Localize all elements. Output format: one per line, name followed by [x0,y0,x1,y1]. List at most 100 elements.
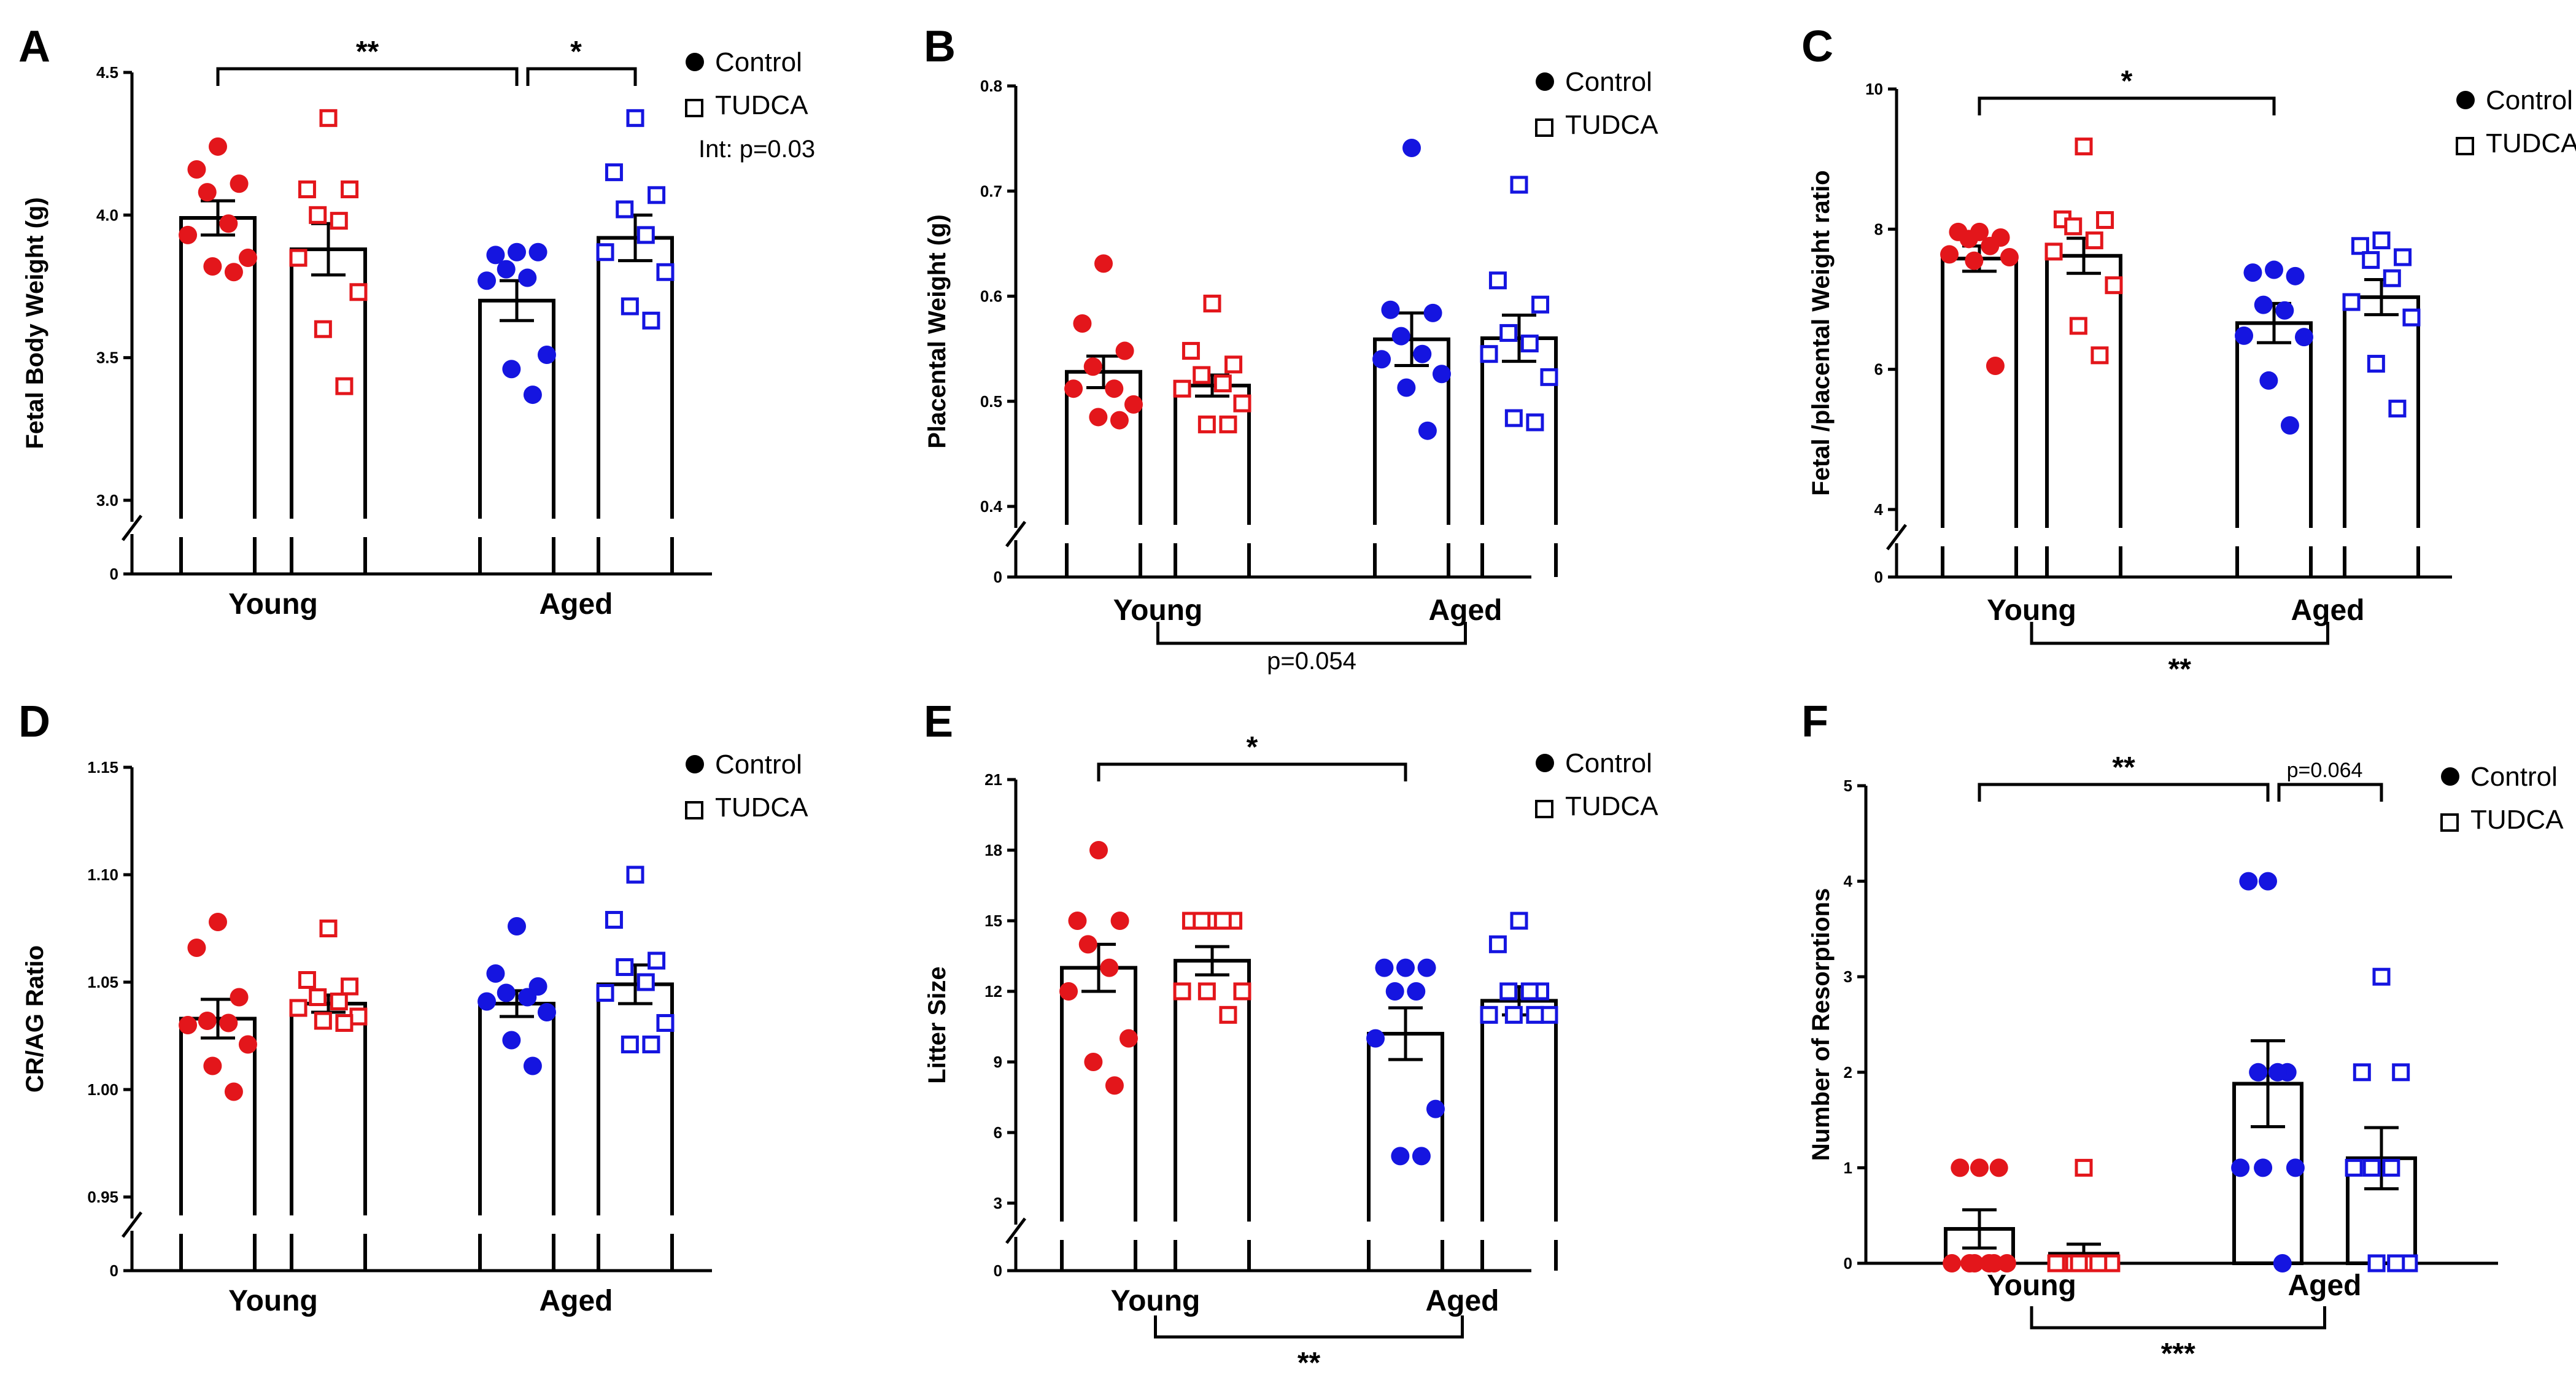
y-axis-label: CR/AG Ratio [21,945,48,1093]
data-point [219,1013,238,1032]
y-tick-label: 12 [984,982,1002,1001]
data-point [1059,982,1078,1001]
data-point [1110,411,1129,430]
data-point [1418,421,1437,440]
bracket-line [1156,622,1467,645]
data-point [238,249,257,268]
data-point [478,271,497,290]
data-point [1381,300,1400,319]
data-point [626,109,644,127]
y-tick-label: 21 [984,770,1002,789]
data-point [2294,328,2313,347]
legend-tudca-marker [1535,800,1553,818]
significance-label: p=0.054 [1267,648,1356,675]
data-point [289,999,307,1017]
data-point [2000,248,2019,266]
data-point [1219,1005,1237,1024]
legend-control-label: Control [1565,748,1652,778]
data-point [523,385,542,405]
data-point [298,971,316,989]
bar-break-gap [176,519,260,537]
bar-break-gap [475,1215,559,1234]
y-tick-label: 1.15 [87,758,118,777]
bar [1174,384,1251,577]
bracket-line [1978,783,2270,802]
legend-tudca-label: TUDCA [1565,110,1658,140]
series-aged-tudca [2340,231,2423,577]
data-point [486,246,505,265]
data-point [1520,982,1539,1001]
legend-tudca-label: TUDCA [715,792,808,823]
data-point [1426,1099,1445,1118]
y-tick-label: 1.10 [87,866,118,884]
data-point [2075,138,2093,156]
bar-break-gap [475,519,559,537]
bracket-line [2277,783,2383,802]
data-point [1115,341,1134,360]
data-point [1986,356,2005,375]
data-point [1989,1158,2008,1177]
data-point [1119,1029,1138,1048]
data-point [1480,345,1498,363]
data-point [1499,323,1518,342]
data-point [1366,1029,1385,1048]
legend-tudca-marker [685,99,703,117]
data-point [2064,217,2083,236]
series-aged-control [1370,139,1453,577]
legend-control-marker [2441,767,2459,786]
data-point [508,917,526,935]
data-point [1499,982,1518,1001]
y-axis [1886,89,2452,579]
panel-letter: D [18,697,50,746]
series-young-tudca [287,920,370,1271]
data-point [2382,1158,2400,1177]
data-point [2392,1063,2410,1082]
data-point [203,257,222,276]
series-young-control [1938,222,2021,577]
legend: Control TUDCA [1535,67,1658,140]
data-point [518,988,537,1007]
series-young-control [1943,1158,2016,1272]
data-point [656,1014,675,1032]
y-tick-label: 6 [1874,360,1883,379]
series-aged-tudca [1477,912,1561,1271]
series-aged-tudca [2345,967,2418,1272]
data-point [2243,263,2262,282]
data-point [2249,1063,2268,1082]
panel-B: B Placental Weight (g) 0.4 0.5 0.6 0.7 0.8 0 You… [924,22,1658,675]
axis-break-mark [122,514,142,541]
data-point [2372,231,2391,250]
bar-break-gap [287,519,370,537]
legend-control-marker [2456,91,2475,109]
axis-break-mark [1005,1217,1026,1244]
data-point [1068,912,1087,930]
data-point [523,1056,542,1075]
series-aged-tudca [594,866,677,1271]
data-point [2047,1254,2065,1272]
data-point [1089,841,1108,859]
legend-control-label: Control [2486,85,2573,115]
data-point [219,214,238,233]
data-point [616,200,634,219]
bracket-line [1097,762,1407,781]
series-aged-tudca [594,109,677,574]
data-point [1173,982,1191,1001]
data-point [349,283,368,301]
bar-break-gap [1057,1222,1140,1240]
series-young-control [176,137,260,574]
data-point [1084,1053,1103,1071]
significance-bracket [526,67,637,86]
data-point [648,951,666,970]
data-point [2362,1158,2381,1177]
data-point [2070,1254,2088,1272]
axis-break-mark [122,1211,142,1238]
data-point [1124,395,1143,414]
data-point [518,268,537,287]
data-point [1105,379,1124,398]
data-point [2280,416,2299,435]
data-point [187,939,206,957]
significance-bracket [1978,783,2270,802]
data-point [1965,1254,1984,1272]
data-point [1105,1076,1124,1095]
legend-control-label: Control [2470,762,2558,792]
